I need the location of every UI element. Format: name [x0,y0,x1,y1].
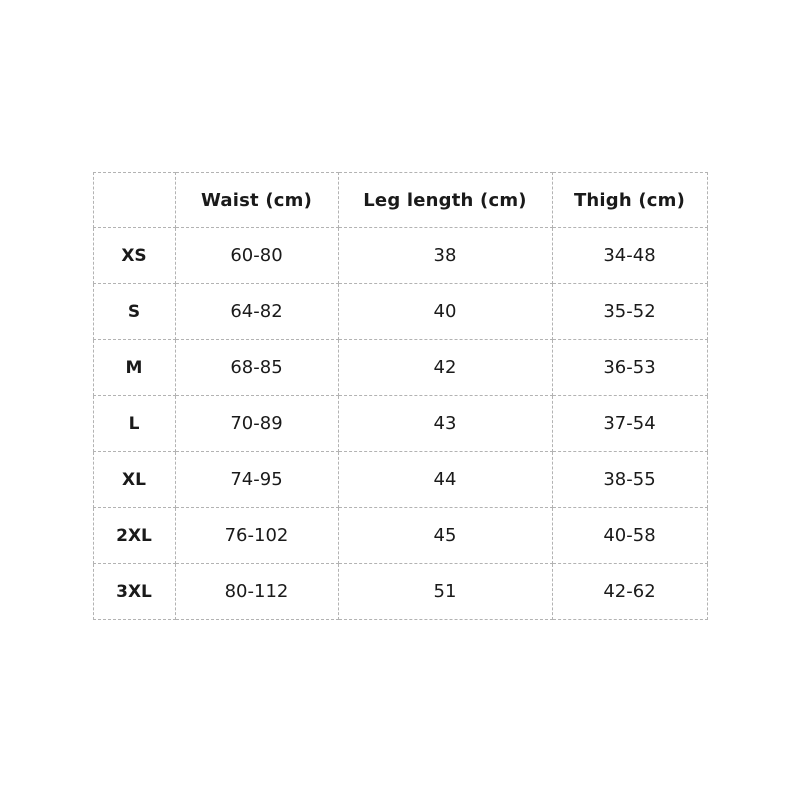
size-chart-header: Waist (cm) Leg length (cm) Thigh (cm) [92,172,708,228]
header-waist: Waist (cm) [174,172,339,228]
thigh-value: 42-62 [551,563,708,620]
leg-length-value: 40 [337,283,553,340]
leg-length-value: 42 [337,339,553,396]
thigh-value: 40-58 [551,507,708,564]
leg-length-value: 45 [337,507,553,564]
thigh-value: 38-55 [551,451,708,508]
header-thigh: Thigh (cm) [551,172,708,228]
size-label: XS [92,227,176,284]
size-chart-table: Waist (cm) Leg length (cm) Thigh (cm) XS… [92,172,708,620]
leg-length-value: 51 [337,563,553,620]
waist-value: 64-82 [174,283,339,340]
size-label: XL [92,451,176,508]
table-row-m: M 68-85 42 36-53 [92,339,708,396]
size-label: 3XL [92,563,176,620]
header-corner-cell [92,172,176,228]
size-chart-body: XS 60-80 38 34-48 S 64-82 40 35-52 M 68-… [92,227,708,620]
waist-value: 80-112 [174,563,339,620]
thigh-value: 37-54 [551,395,708,452]
table-row-l: L 70-89 43 37-54 [92,395,708,452]
waist-value: 68-85 [174,339,339,396]
waist-value: 76-102 [174,507,339,564]
size-label: L [92,395,176,452]
table-row-xl: XL 74-95 44 38-55 [92,451,708,508]
waist-value: 70-89 [174,395,339,452]
table-row-xs: XS 60-80 38 34-48 [92,227,708,284]
leg-length-value: 38 [337,227,553,284]
size-label: M [92,339,176,396]
leg-length-value: 44 [337,451,553,508]
size-label: 2XL [92,507,176,564]
size-label: S [92,283,176,340]
leg-length-value: 43 [337,395,553,452]
table-row-3xl: 3XL 80-112 51 42-62 [92,563,708,620]
table-row-s: S 64-82 40 35-52 [92,283,708,340]
thigh-value: 34-48 [551,227,708,284]
table-row-2xl: 2XL 76-102 45 40-58 [92,507,708,564]
thigh-value: 36-53 [551,339,708,396]
waist-value: 60-80 [174,227,339,284]
waist-value: 74-95 [174,451,339,508]
thigh-value: 35-52 [551,283,708,340]
header-row: Waist (cm) Leg length (cm) Thigh (cm) [92,172,708,228]
header-leg-length: Leg length (cm) [337,172,553,228]
